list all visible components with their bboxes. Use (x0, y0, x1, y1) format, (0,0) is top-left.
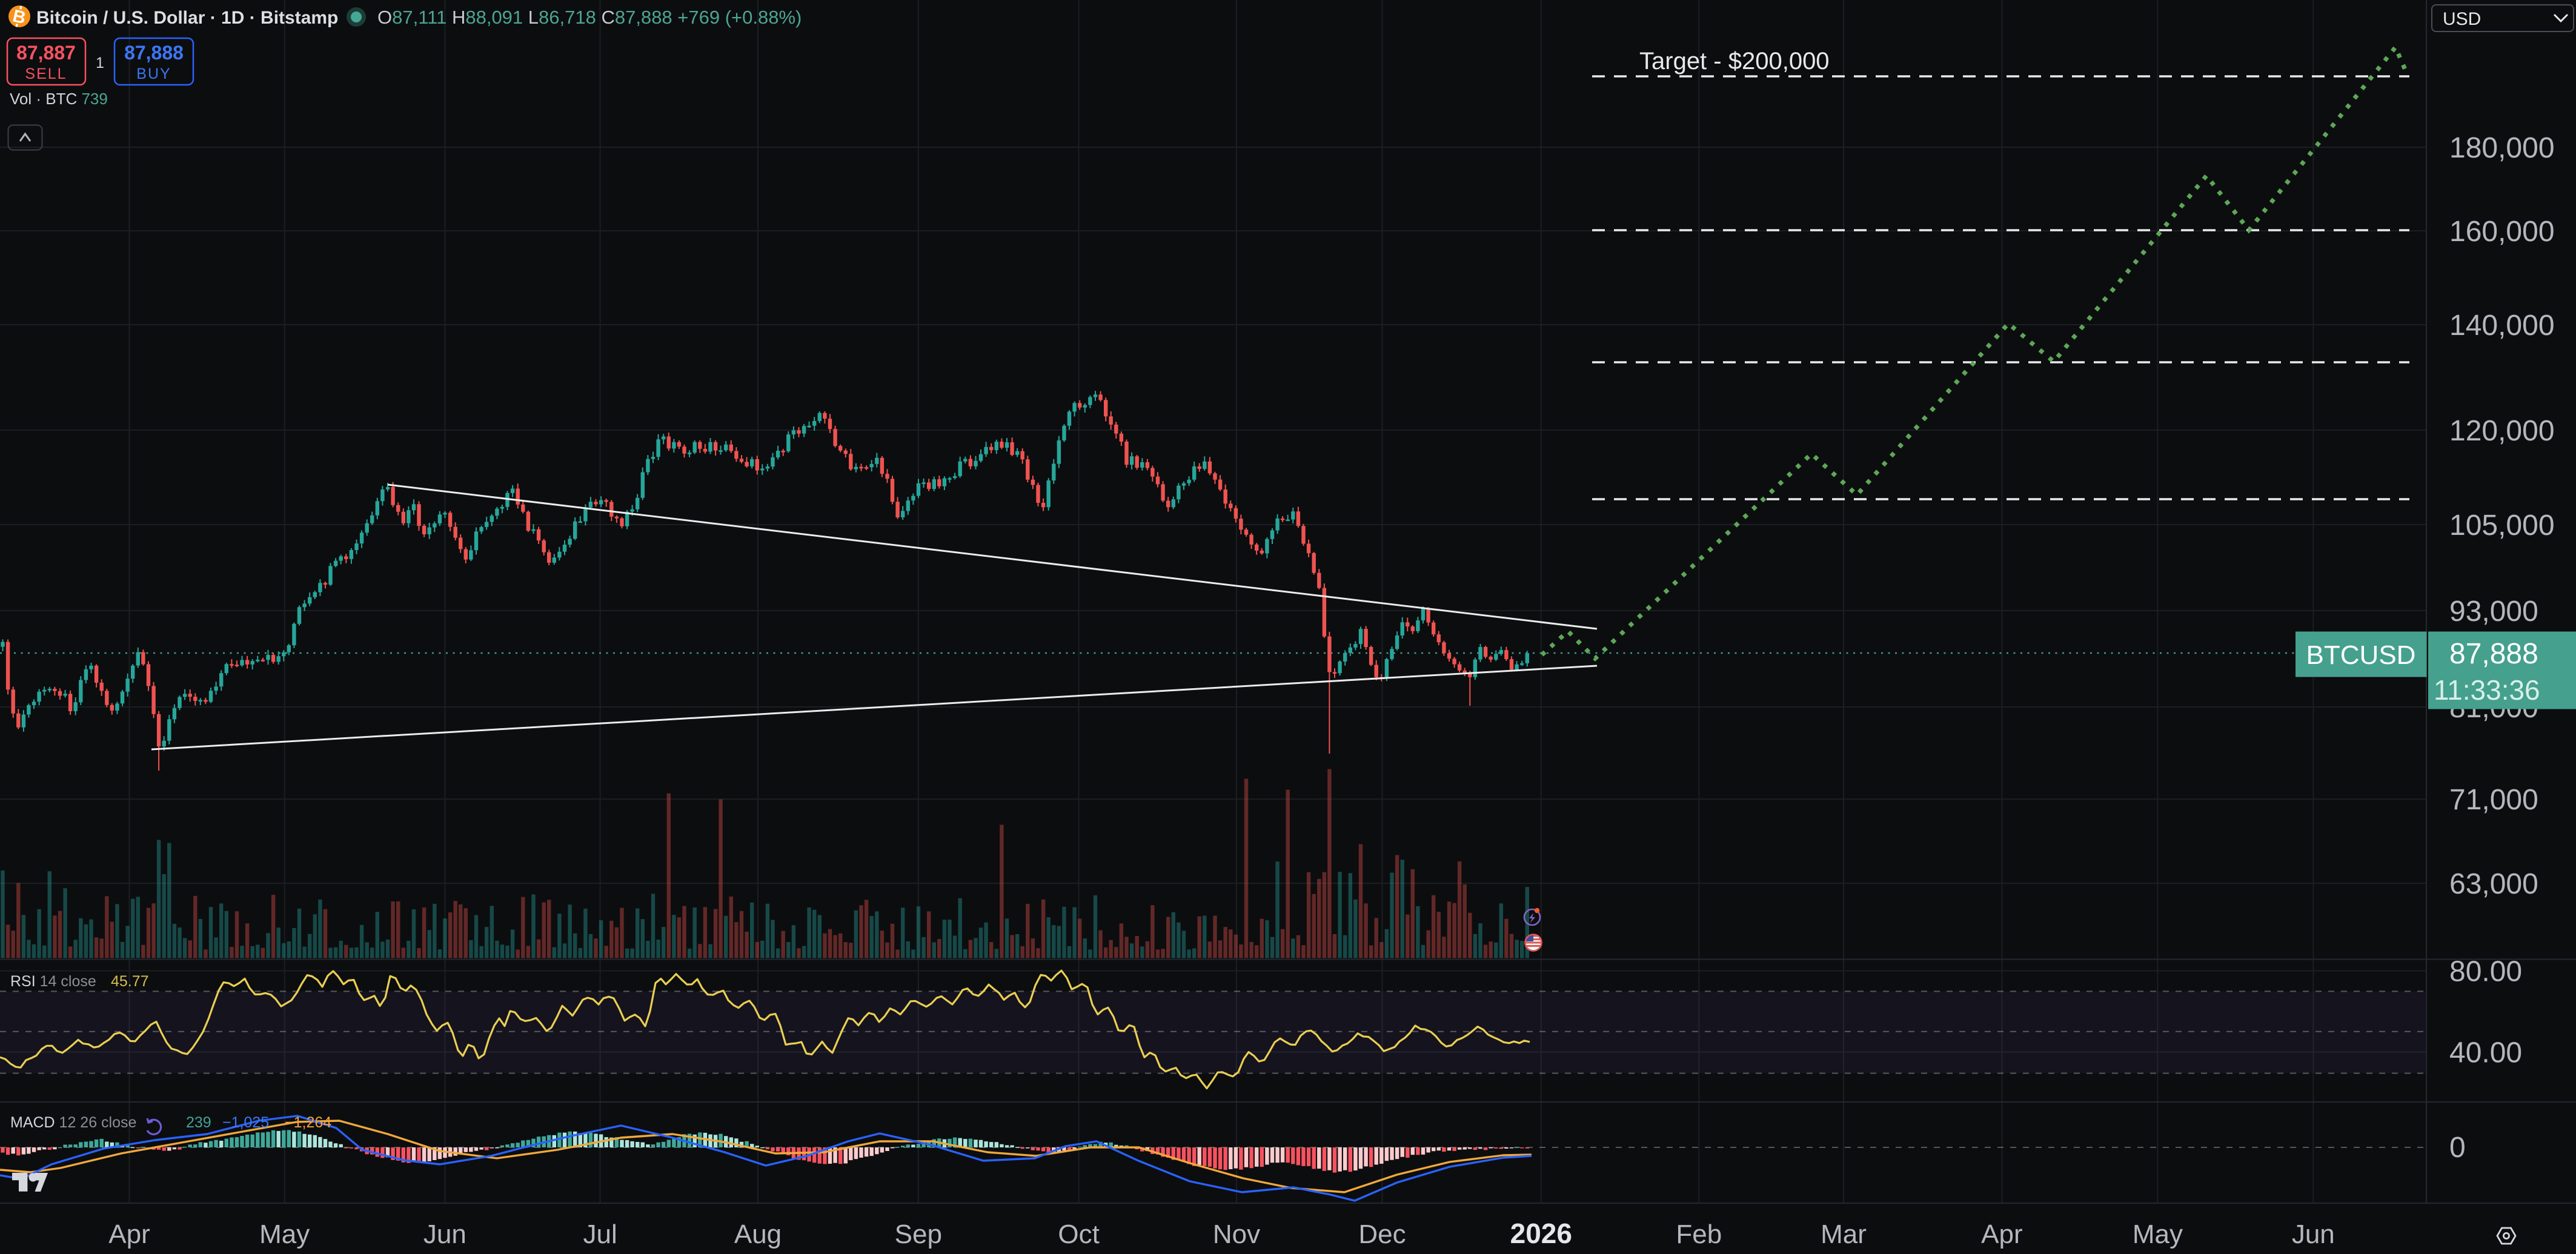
svg-text:May: May (259, 1219, 310, 1249)
svg-text:O87,111 H88,091 L86,718 C87,88: O87,111 H88,091 L86,718 C87,888 +769 (+0… (377, 7, 802, 28)
svg-text:Bitcoin / U.S. Dollar · 1D · B: Bitcoin / U.S. Dollar · 1D · Bitstamp (36, 8, 338, 28)
svg-text:87,888: 87,888 (2449, 638, 2538, 670)
svg-text:1: 1 (96, 55, 104, 71)
svg-text:USD: USD (2443, 9, 2481, 29)
svg-text:Jun: Jun (423, 1219, 466, 1249)
svg-text:Oct: Oct (1058, 1219, 1099, 1249)
svg-text:RSI 14 close: RSI 14 close (10, 973, 96, 990)
svg-text:87,887: 87,887 (16, 42, 76, 64)
svg-text:Nov: Nov (1213, 1219, 1260, 1249)
svg-text:MACD 12 26 close: MACD 12 26 close (10, 1114, 136, 1131)
svg-text:11:33:36: 11:33:36 (2434, 674, 2540, 706)
svg-text:May: May (2133, 1219, 2183, 1249)
svg-text:71,000: 71,000 (2449, 784, 2538, 816)
svg-text:40.00: 40.00 (2449, 1037, 2522, 1069)
svg-text:BTCUSD: BTCUSD (2306, 640, 2416, 670)
svg-text:0: 0 (2449, 1132, 2466, 1164)
svg-text:−1,025: −1,025 (222, 1114, 269, 1131)
svg-text:87,888: 87,888 (124, 42, 184, 64)
svg-text:−1,264: −1,264 (285, 1114, 331, 1131)
svg-text:Mar: Mar (1821, 1219, 1867, 1249)
svg-text:Apr: Apr (1981, 1219, 2022, 1249)
svg-text:SELL: SELL (25, 65, 67, 82)
svg-text:Apr: Apr (108, 1219, 150, 1249)
svg-text:Target - $200,000: Target - $200,000 (1639, 48, 1830, 75)
svg-text:Aug: Aug (734, 1219, 782, 1249)
svg-text:80.00: 80.00 (2449, 956, 2522, 988)
svg-text:63,000: 63,000 (2449, 868, 2538, 900)
svg-text:Feb: Feb (1676, 1219, 1722, 1249)
svg-text:Vol · BTC 739: Vol · BTC 739 (10, 90, 108, 108)
svg-text:180,000: 180,000 (2449, 132, 2555, 164)
svg-text:140,000: 140,000 (2449, 310, 2555, 342)
svg-text:105,000: 105,000 (2449, 509, 2555, 542)
svg-text:160,000: 160,000 (2449, 216, 2555, 248)
svg-text:239: 239 (186, 1114, 211, 1131)
svg-text:2026: 2026 (1510, 1218, 1572, 1249)
svg-text:Sep: Sep (895, 1219, 942, 1249)
svg-text:Jun: Jun (2292, 1219, 2335, 1249)
svg-text:45.77: 45.77 (111, 973, 149, 990)
svg-text:Dec: Dec (1358, 1219, 1406, 1249)
svg-text:93,000: 93,000 (2449, 595, 2538, 628)
svg-text:Jul: Jul (583, 1219, 617, 1249)
svg-text:BUY: BUY (136, 65, 171, 82)
svg-text:120,000: 120,000 (2449, 415, 2555, 447)
